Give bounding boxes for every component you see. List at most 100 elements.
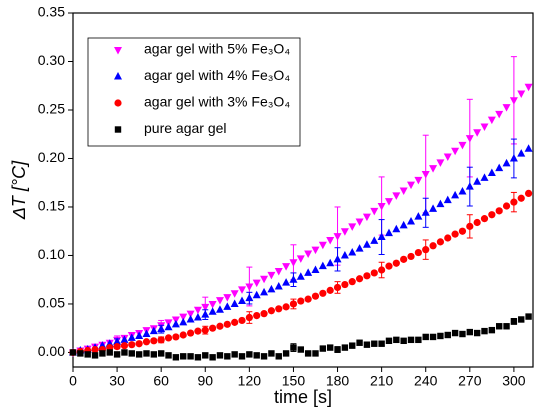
y-axis-label: ΔT [°C]: [9, 160, 29, 220]
point: [238, 353, 246, 360]
point: [392, 224, 401, 233]
point: [362, 240, 371, 248]
point: [333, 283, 342, 292]
point: [422, 333, 429, 341]
x-tick-label: 120: [238, 373, 262, 389]
point: [378, 266, 386, 274]
x-tick-label: 150: [282, 373, 306, 389]
point: [422, 246, 430, 254]
x-tick-label: 0: [69, 373, 77, 389]
point: [362, 213, 371, 222]
point: [377, 203, 386, 211]
point: [99, 350, 106, 357]
point: [150, 351, 158, 358]
x-tick-label: 210: [370, 373, 394, 389]
point: [356, 339, 363, 346]
point: [384, 228, 393, 237]
y-tick-label: 0.25: [38, 101, 65, 117]
point: [186, 310, 195, 319]
point: [113, 343, 121, 351]
point: [502, 202, 511, 210]
series: [69, 189, 533, 357]
legend-marker: [114, 72, 122, 80]
point: [495, 110, 504, 119]
point: [215, 297, 224, 305]
point: [510, 318, 518, 325]
point: [451, 147, 460, 156]
point: [487, 168, 496, 177]
point: [275, 353, 282, 360]
point: [371, 340, 378, 347]
point: [282, 350, 290, 357]
point: [495, 207, 503, 215]
point: [282, 303, 290, 311]
x-tick-label: 180: [326, 373, 350, 389]
point: [297, 297, 305, 305]
point: [223, 294, 232, 302]
point: [216, 322, 224, 330]
point: [459, 330, 466, 338]
point: [304, 268, 313, 276]
point: [186, 314, 195, 323]
point: [385, 337, 393, 345]
point: [341, 280, 349, 289]
point: [392, 192, 401, 200]
point: [231, 318, 239, 326]
point: [444, 331, 451, 339]
point: [348, 278, 356, 286]
point: [157, 336, 165, 344]
point: [363, 272, 371, 280]
point: [377, 232, 386, 241]
point: [355, 275, 364, 283]
y-tick-label: 0.15: [38, 198, 65, 214]
point: [238, 296, 247, 305]
point: [245, 293, 254, 302]
point: [488, 211, 496, 219]
point: [120, 335, 129, 343]
point: [473, 329, 481, 337]
legend-label: agar gel with 3% Fe₃O₄: [144, 94, 290, 110]
point: [400, 337, 407, 345]
point: [304, 350, 312, 357]
point: [466, 222, 474, 230]
point: [399, 220, 408, 229]
point: [503, 323, 510, 330]
point: [304, 295, 312, 303]
point: [326, 286, 334, 294]
point: [230, 299, 239, 307]
point: [333, 254, 342, 263]
point: [407, 252, 415, 261]
point: [267, 284, 276, 293]
point: [194, 354, 202, 361]
point: [311, 246, 320, 255]
point: [502, 158, 511, 167]
point: [421, 208, 430, 216]
point: [121, 349, 128, 356]
legend-box: [87, 37, 301, 147]
point: [245, 313, 253, 322]
legend-label: pure agar gel: [144, 120, 227, 136]
point: [135, 340, 143, 348]
point: [164, 334, 173, 342]
point: [253, 311, 261, 320]
point: [524, 83, 533, 92]
point: [349, 342, 356, 349]
point: [260, 353, 268, 360]
point: [429, 333, 437, 341]
point: [282, 278, 291, 286]
point: [142, 338, 151, 346]
point: [246, 351, 253, 358]
point: [319, 345, 327, 352]
point: [216, 352, 224, 359]
point: [135, 331, 144, 339]
point: [215, 305, 224, 313]
point: [509, 97, 518, 105]
point: [458, 141, 467, 150]
point: [510, 198, 518, 206]
point: [113, 351, 121, 358]
point: [414, 212, 423, 220]
point: [201, 303, 210, 312]
point: [208, 300, 217, 309]
point: [296, 272, 305, 280]
